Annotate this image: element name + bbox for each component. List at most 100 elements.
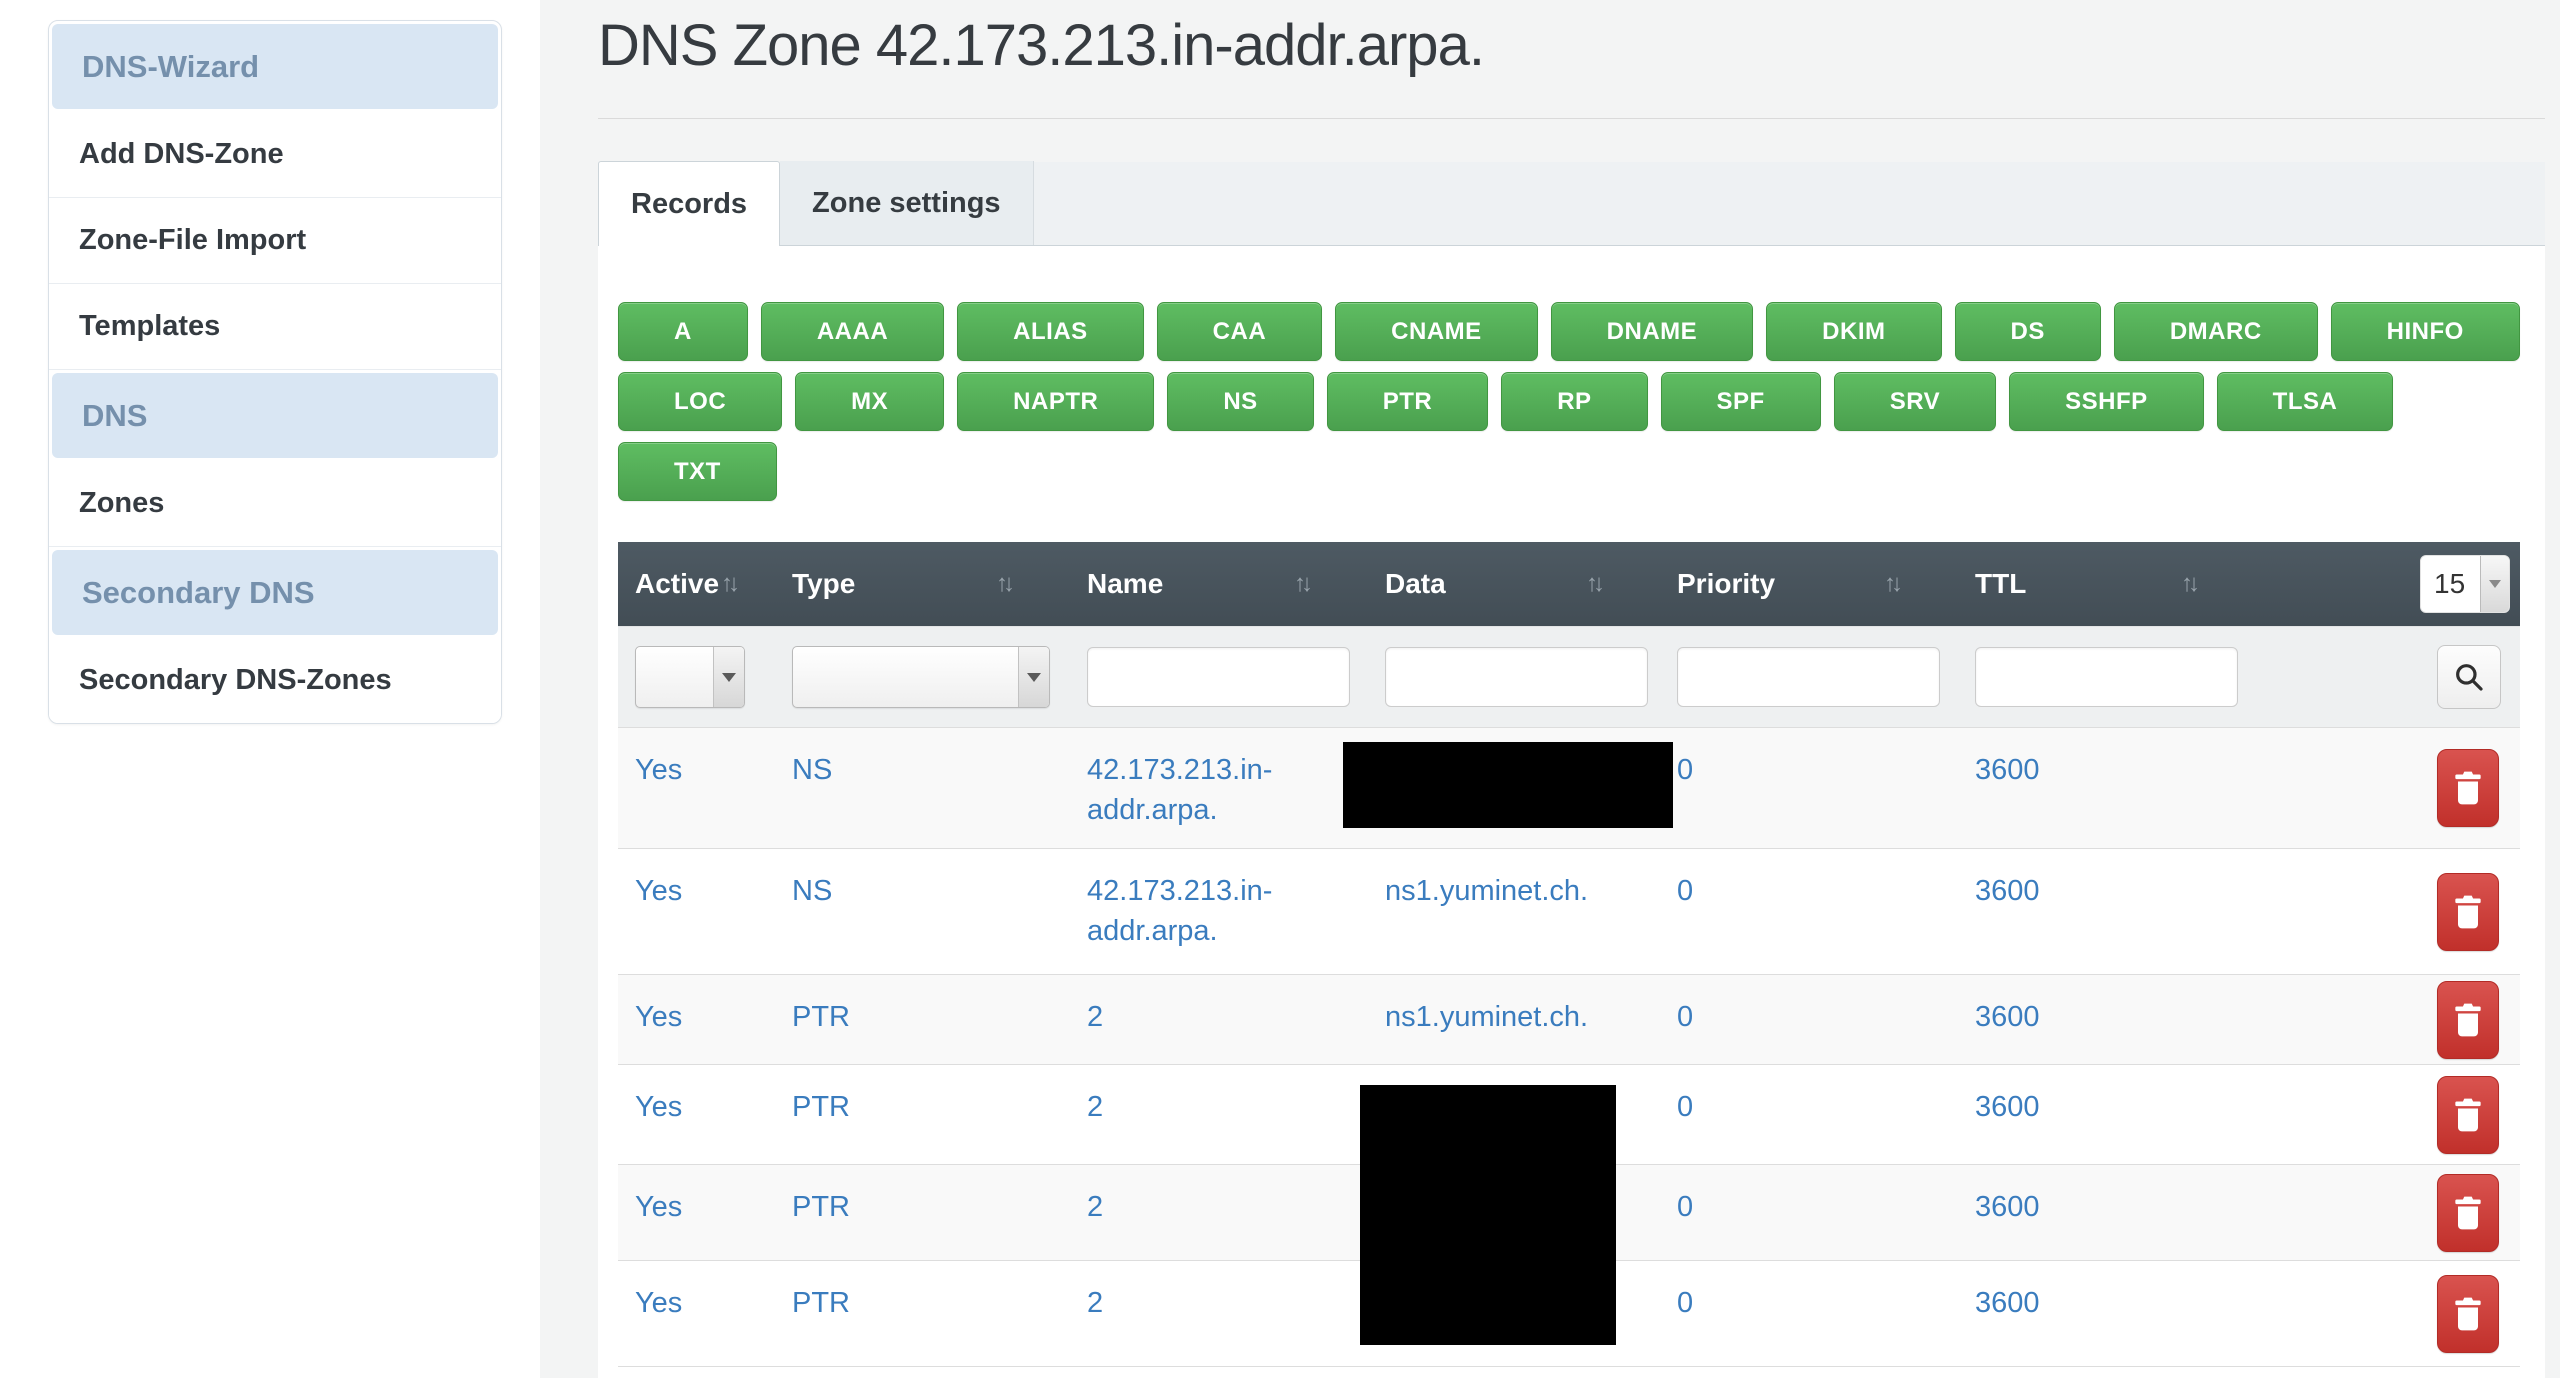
- column-header-active[interactable]: Active ↑↓: [618, 542, 775, 627]
- filter-name-input[interactable]: [1087, 647, 1350, 707]
- record-type-button-rp[interactable]: RP: [1501, 372, 1648, 431]
- column-header-name[interactable]: Name ↑↓: [1070, 542, 1368, 627]
- page-size-select[interactable]: 15: [2420, 555, 2510, 613]
- record-type-button-ptr[interactable]: PTR: [1326, 372, 1489, 431]
- trash-icon: [2455, 1297, 2481, 1330]
- table-header-row: Active ↑↓ Type ↑↓ Name ↑↓ Data ↑↓ Priority ↑↓ TTL ↑…: [618, 542, 2520, 627]
- cell-active-link[interactable]: Yes: [635, 1091, 683, 1123]
- column-header-type[interactable]: Type ↑↓: [775, 542, 1070, 627]
- filter-type-select[interactable]: [792, 646, 1050, 708]
- record-type-button-group: A AAAA ALIAS CAA CNAME DNAME DKIM DS DMARC HINFO L…: [618, 302, 2545, 501]
- cell-name-link[interactable]: 2: [1087, 1091, 1104, 1123]
- column-header-priority[interactable]: Priority ↑↓: [1660, 542, 1958, 627]
- sidebar-item-templates[interactable]: Templates: [49, 284, 501, 370]
- column-label: Name: [1087, 568, 1164, 599]
- record-type-button-aaaa[interactable]: AAAA: [760, 302, 945, 361]
- sidebar-item-add-dns-zone[interactable]: Add DNS-Zone: [49, 112, 501, 198]
- cell-ttl-link[interactable]: 3600: [1975, 754, 2040, 786]
- search-button[interactable]: [2437, 645, 2501, 709]
- record-type-button-naptr[interactable]: NAPTR: [957, 372, 1155, 431]
- cell-priority-link[interactable]: 0: [1677, 1287, 1694, 1319]
- cell-priority-link[interactable]: 0: [1677, 875, 1694, 907]
- sort-icon[interactable]: ↑↓: [1294, 570, 1313, 597]
- record-type-button-ns[interactable]: NS: [1167, 372, 1314, 431]
- sort-icon[interactable]: ↑↓: [1884, 570, 1903, 597]
- record-type-button-txt[interactable]: TXT: [618, 442, 777, 501]
- filter-data-input[interactable]: [1385, 647, 1648, 707]
- delete-record-button[interactable]: [2437, 872, 2499, 951]
- cell-ttl-link[interactable]: 3600: [1975, 1091, 2040, 1123]
- column-label: Data: [1385, 568, 1446, 599]
- column-header-data[interactable]: Data ↑↓: [1368, 542, 1660, 627]
- tab-strip: Records Zone settings: [598, 161, 2545, 246]
- cell-priority-link[interactable]: 0: [1677, 1191, 1694, 1223]
- sort-icon[interactable]: ↑↓: [996, 570, 1015, 597]
- cell-type-link[interactable]: PTR: [792, 1287, 850, 1319]
- record-type-button-dname[interactable]: DNAME: [1550, 302, 1754, 361]
- delete-record-button[interactable]: [2437, 1274, 2499, 1353]
- cell-active-link[interactable]: Yes: [635, 1287, 683, 1319]
- tab-records[interactable]: Records: [598, 161, 781, 246]
- cell-ttl-link[interactable]: 3600: [1975, 1001, 2040, 1033]
- record-type-button-caa[interactable]: CAA: [1156, 302, 1323, 361]
- cell-priority-link[interactable]: 0: [1677, 1001, 1694, 1033]
- cell-data-link[interactable]: ns1.yuminet.ch.: [1385, 875, 1589, 907]
- filter-active-select[interactable]: [635, 646, 745, 708]
- record-type-button-sshfp[interactable]: SSHFP: [2009, 372, 2204, 431]
- chevron-down-icon: [713, 647, 744, 707]
- cell-ttl-link[interactable]: 3600: [1975, 1287, 2040, 1319]
- tab-zone-settings[interactable]: Zone settings: [780, 161, 1034, 245]
- cell-type-link[interactable]: PTR: [792, 1191, 850, 1223]
- record-type-button-a[interactable]: A: [618, 302, 748, 361]
- cell-name-link[interactable]: 2: [1087, 1287, 1104, 1319]
- search-icon: [2456, 664, 2483, 691]
- sidebar-item-zone-file-import[interactable]: Zone-File Import: [49, 198, 501, 284]
- cell-type-link[interactable]: NS: [792, 875, 833, 907]
- cell-name-link[interactable]: 2: [1087, 1191, 1104, 1223]
- cell-priority-link[interactable]: 0: [1677, 1091, 1694, 1123]
- cell-active-link[interactable]: Yes: [635, 754, 683, 786]
- cell-ttl-link[interactable]: 3600: [1975, 1191, 2040, 1223]
- filter-ttl-input[interactable]: [1975, 647, 2238, 707]
- cell-name-link[interactable]: 42.173.213.in-addr.arpa.: [1087, 754, 1273, 827]
- record-type-button-loc[interactable]: LOC: [618, 372, 783, 431]
- record-type-button-dmarc[interactable]: DMARC: [2113, 302, 2318, 361]
- sort-icon[interactable]: ↑↓: [1586, 570, 1605, 597]
- record-type-button-hinfo[interactable]: HINFO: [2330, 302, 2520, 361]
- sort-icon[interactable]: ↑↓: [721, 570, 740, 597]
- cell-active-link[interactable]: Yes: [635, 875, 683, 907]
- cell-type-link[interactable]: PTR: [792, 1001, 850, 1033]
- delete-record-button[interactable]: [2437, 749, 2499, 827]
- records-table: Active ↑↓ Type ↑↓ Name ↑↓ Data ↑↓ Priority ↑↓ TTL ↑…: [618, 542, 2520, 1367]
- sidebar-item-secondary-dns-zones[interactable]: Secondary DNS-Zones: [49, 638, 501, 723]
- delete-record-button[interactable]: [2437, 1075, 2499, 1154]
- trash-icon: [2455, 895, 2481, 928]
- cell-type-link[interactable]: PTR: [792, 1091, 850, 1123]
- record-type-button-tlsa[interactable]: TLSA: [2216, 372, 2394, 431]
- record-type-button-alias[interactable]: ALIAS: [957, 302, 1144, 361]
- cell-active-link[interactable]: Yes: [635, 1191, 683, 1223]
- record-type-button-mx[interactable]: MX: [795, 372, 945, 431]
- cell-active-link[interactable]: Yes: [635, 1001, 683, 1033]
- filter-priority-input[interactable]: [1677, 647, 1940, 707]
- cell-name-link[interactable]: 42.173.213.in-addr.arpa.: [1087, 875, 1273, 948]
- record-type-button-dkim[interactable]: DKIM: [1766, 302, 1942, 361]
- sidebar-item-zones[interactable]: Zones: [49, 461, 501, 547]
- sidebar-header-dns-wizard: DNS-Wizard: [52, 24, 498, 109]
- record-type-button-spf[interactable]: SPF: [1660, 372, 1821, 431]
- cell-priority-link[interactable]: 0: [1677, 754, 1694, 786]
- filter-row: [618, 626, 2520, 728]
- cell-type-link[interactable]: NS: [792, 754, 833, 786]
- cell-name-link[interactable]: 2: [1087, 1001, 1104, 1033]
- column-header-ttl[interactable]: TTL ↑↓: [1958, 542, 2255, 627]
- record-type-button-srv[interactable]: SRV: [1833, 372, 1997, 431]
- sort-icon[interactable]: ↑↓: [2181, 570, 2200, 597]
- cell-ttl-link[interactable]: 3600: [1975, 875, 2040, 907]
- delete-record-button[interactable]: [2437, 980, 2499, 1059]
- trash-icon: [2455, 771, 2481, 805]
- delete-record-button[interactable]: [2437, 1173, 2499, 1252]
- title-divider: [598, 118, 2545, 119]
- cell-data-link[interactable]: ns1.yuminet.ch.: [1385, 1001, 1589, 1033]
- record-type-button-ds[interactable]: DS: [1954, 302, 2101, 361]
- record-type-button-cname[interactable]: CNAME: [1335, 302, 1538, 361]
